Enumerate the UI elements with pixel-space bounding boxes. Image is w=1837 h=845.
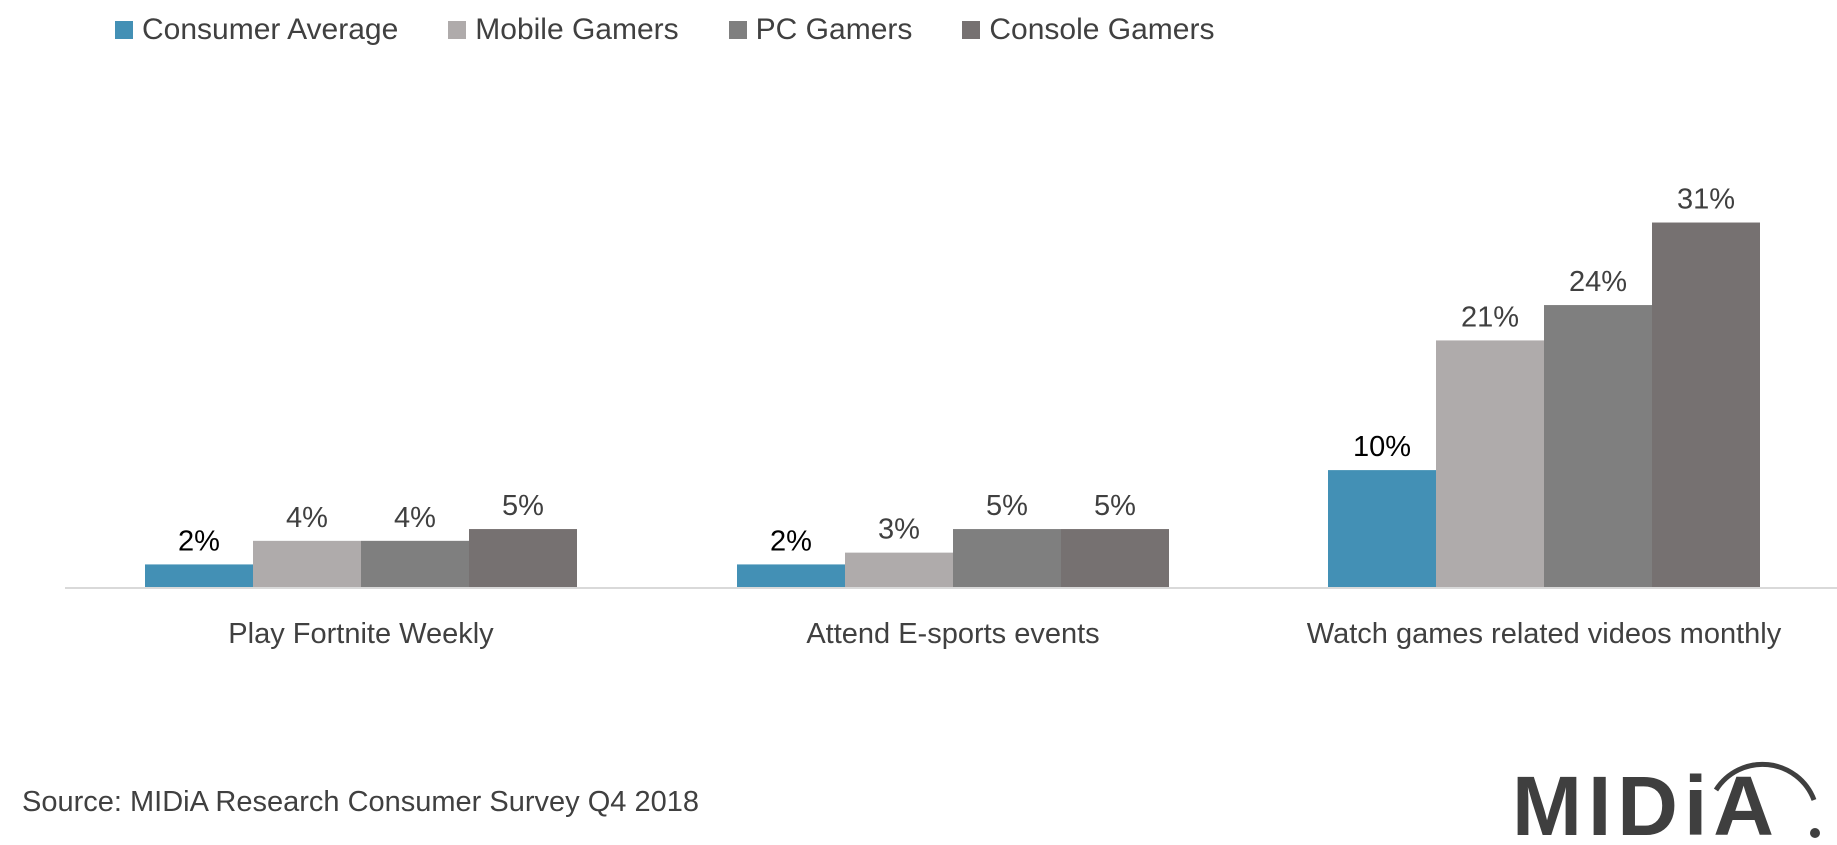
legend-label: Console Gamers [989, 13, 1215, 46]
legend-label: Mobile Gamers [475, 13, 679, 46]
bar-console-gamers-1 [469, 529, 577, 588]
data-label: 21% [1461, 301, 1519, 333]
bar-mobile-gamers-1 [253, 540, 361, 588]
data-label: 2% [178, 525, 220, 557]
bar-pc-gamers-2 [953, 529, 1061, 588]
source-note: Source: MIDiA Research Consumer Survey Q… [22, 786, 699, 818]
legend-item-mobile-gamers: Mobile Gamers [448, 13, 679, 47]
legend-label: Consumer Average [142, 13, 399, 46]
data-label: 5% [986, 490, 1028, 522]
legend-item-pc-gamers: PC Gamers [728, 13, 913, 47]
bar-pc-gamers-3 [1544, 305, 1652, 588]
bar-consumer-average-3 [1328, 470, 1436, 588]
legend-swatch [728, 21, 747, 39]
data-label: 4% [394, 502, 436, 534]
legend-swatch [448, 21, 467, 39]
data-label: 10% [1353, 431, 1411, 463]
bar-console-gamers-3 [1652, 222, 1760, 589]
legend-swatch [115, 21, 133, 39]
bar-chart: 2% 4% 4% 5% Play Fortnite Weekly 2% 3% 5% 5% Atte… [65, 184, 1837, 650]
chart-legend: Consumer Average Mobile Gamers PC Gamers Co… [115, 8, 1264, 52]
legend-label: PC Gamers [755, 13, 913, 46]
bar-mobile-gamers-3 [1436, 340, 1544, 588]
bar-mobile-gamers-2 [845, 552, 953, 588]
legend-item-consumer-average: Consumer Average [115, 13, 398, 47]
bar-console-gamers-2 [1061, 529, 1169, 588]
legend-swatch [962, 21, 981, 39]
bar-pc-gamers-1 [361, 540, 469, 588]
category-label: Watch games related videos monthly [1307, 618, 1782, 650]
data-label: 24% [1569, 266, 1627, 298]
data-label: 2% [770, 525, 812, 557]
legend-item-console-gamers: Console Gamers [962, 13, 1214, 47]
data-label: 31% [1677, 184, 1735, 216]
data-label: 5% [502, 490, 544, 522]
bar-consumer-average-1 [145, 564, 253, 588]
category-label: Attend E-sports events [806, 618, 1099, 650]
data-label: 4% [286, 502, 328, 534]
data-label: 5% [1094, 490, 1136, 522]
data-label: 3% [878, 514, 920, 546]
midia-logo: MIDiA [1512, 759, 1820, 843]
bar-consumer-average-2 [737, 564, 845, 588]
category-label: Play Fortnite Weekly [228, 618, 494, 650]
